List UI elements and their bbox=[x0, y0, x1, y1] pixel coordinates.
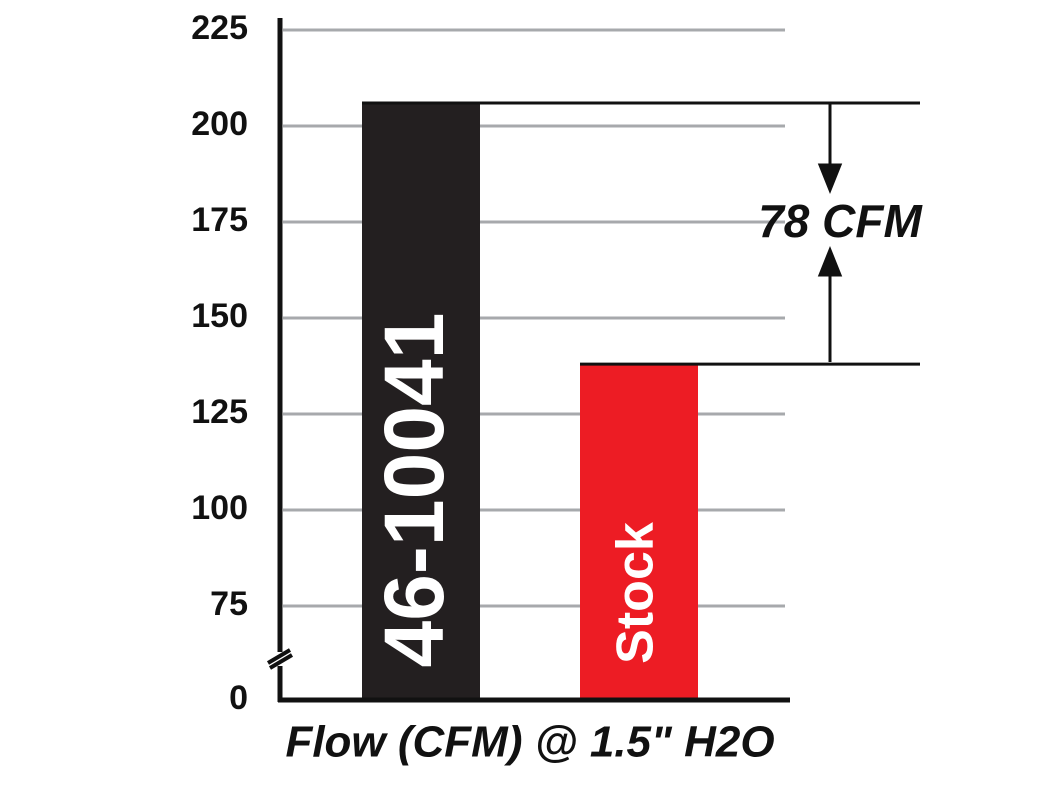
arrow-down bbox=[817, 103, 843, 195]
y-tick-label: 175 bbox=[191, 201, 248, 239]
arrow-up bbox=[817, 245, 843, 362]
marks: 46-10041 Stock bbox=[362, 101, 920, 700]
grid bbox=[283, 28, 785, 608]
y-tick-label: 75 bbox=[210, 585, 248, 623]
y-tick-label: 150 bbox=[191, 297, 248, 335]
y-tick-label: 225 bbox=[191, 9, 248, 47]
axis-break bbox=[266, 648, 294, 670]
y-tick-label: 0 bbox=[229, 679, 248, 717]
y-tick-label: 100 bbox=[191, 489, 248, 527]
bar bbox=[580, 364, 698, 700]
x-axis-label: Flow (CFM) @ 1.5" H2O bbox=[285, 718, 774, 767]
y-tick-label: 200 bbox=[191, 105, 248, 143]
bar-label: 46-10041 bbox=[367, 313, 461, 668]
y-tick-label: 125 bbox=[191, 393, 248, 431]
bar bbox=[362, 102, 480, 700]
bar-label: Stock bbox=[607, 522, 665, 664]
annotation: 78 CFM bbox=[758, 195, 923, 247]
